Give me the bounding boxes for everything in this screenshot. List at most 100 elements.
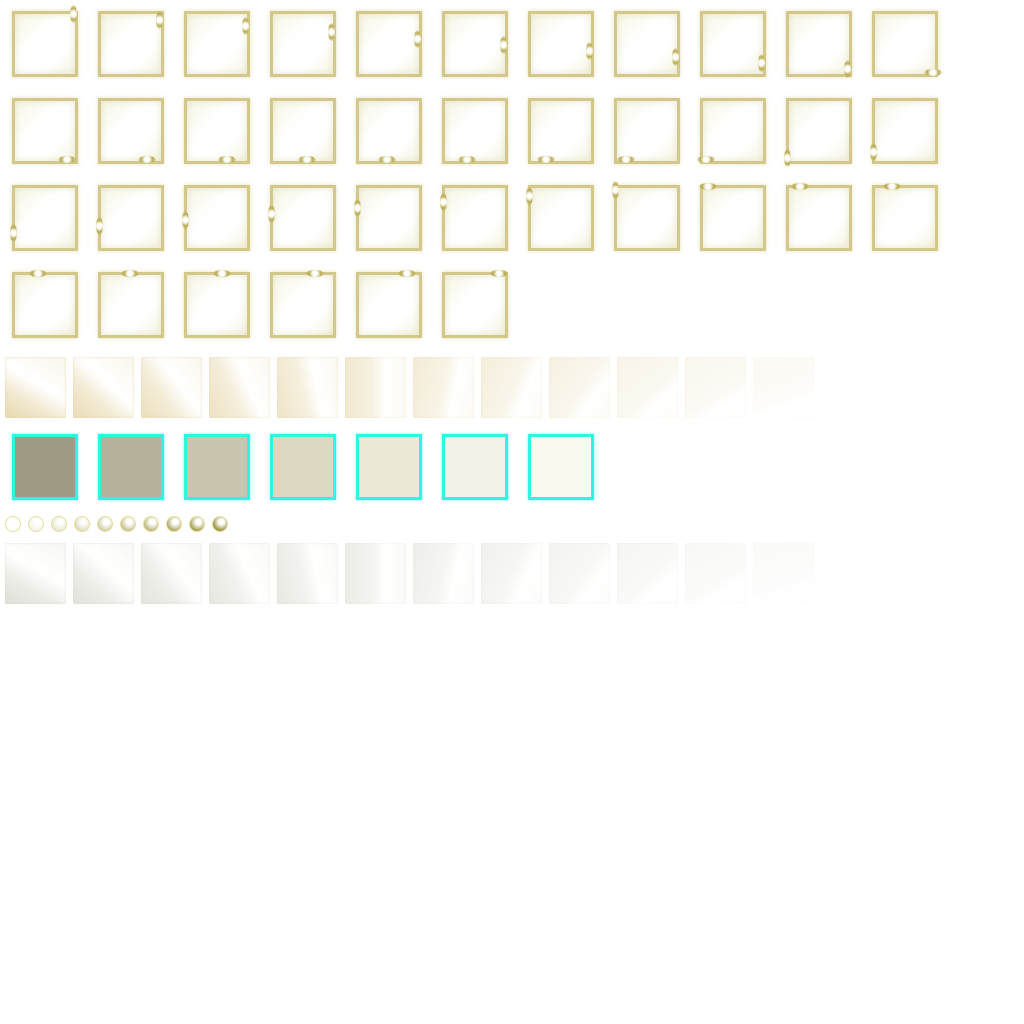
glint-frame <box>270 11 336 77</box>
glint-frame <box>356 11 422 77</box>
gray-swirl-tile <box>5 543 66 604</box>
glint-frame <box>612 180 680 251</box>
glint-sparkle <box>844 60 851 79</box>
glint-frame <box>98 270 164 338</box>
gray-swirl-tile <box>345 543 406 604</box>
glint-frame <box>354 185 422 251</box>
glint-frame <box>526 185 594 251</box>
glint-sparkle <box>537 156 556 163</box>
glint-frame <box>786 183 852 251</box>
glint-sparkle <box>586 41 593 60</box>
glint-frame <box>614 98 680 164</box>
glint-sparkle <box>354 199 361 217</box>
glint-sparkle <box>440 192 447 211</box>
glint-frame <box>440 185 508 251</box>
gray-swirl-tile <box>141 543 202 604</box>
gray-swirl-tile <box>73 543 134 604</box>
glint-sparkle <box>121 270 140 277</box>
gold-swirl-tile <box>345 357 406 418</box>
gray-swirl-tile <box>481 543 542 604</box>
glint-sparkle <box>377 156 396 163</box>
glint-sparkle <box>617 156 636 163</box>
glint-sparkle <box>213 270 232 277</box>
glint-sparkle <box>96 217 103 236</box>
glint-frame <box>784 98 852 167</box>
glint-sparkle <box>328 23 335 42</box>
gray-swirl-tile <box>753 543 814 604</box>
gold-swirl-tile <box>753 357 814 418</box>
glint-frame <box>872 183 938 251</box>
glint-sparkle <box>698 183 717 190</box>
glint-sparkle <box>268 205 275 224</box>
glint-frame <box>786 11 852 79</box>
glint-sparkle <box>414 29 421 48</box>
gray-swirl-tile <box>549 543 610 604</box>
gold-swirl-tile <box>5 357 66 418</box>
gold-swirl-tile <box>413 357 474 418</box>
glint-frame <box>697 98 766 164</box>
glint-frame <box>184 98 250 164</box>
glint-frame <box>872 11 943 77</box>
glint-sparkle <box>397 270 416 277</box>
progress-orb <box>166 516 182 532</box>
glint-frame <box>12 5 78 77</box>
glint-frame <box>698 183 766 251</box>
glint-frame <box>356 98 422 164</box>
glint-frame <box>10 185 78 251</box>
glint-sparkle <box>58 156 77 163</box>
gold-swirl-tile <box>277 357 338 418</box>
glint-sparkle <box>489 270 508 277</box>
progress-orb <box>5 516 21 532</box>
gray-swirl-tile <box>413 543 474 604</box>
selection-box <box>528 434 594 500</box>
progress-orb <box>143 516 159 532</box>
progress-orb <box>51 516 67 532</box>
glint-frame <box>700 11 766 77</box>
glint-frame <box>268 185 336 251</box>
gold-swirl-tile <box>209 357 270 418</box>
gold-swirl-tile <box>73 357 134 418</box>
glint-frame <box>870 98 938 164</box>
gray-swirl-tile <box>277 543 338 604</box>
glint-sparkle <box>784 148 791 167</box>
glint-sparkle <box>182 211 189 230</box>
gray-swirl-tile <box>209 543 270 604</box>
glint-sparkle <box>882 183 901 190</box>
glint-sparkle <box>672 48 679 67</box>
progress-orb <box>28 516 44 532</box>
glint-frame <box>442 11 508 77</box>
glint-sparkle <box>156 11 163 30</box>
glint-sparkle <box>297 156 316 163</box>
glint-sparkle <box>500 35 507 54</box>
glint-frame <box>270 98 336 164</box>
glint-sparkle <box>924 69 943 76</box>
gray-swirl-tile <box>617 543 678 604</box>
glint-sparkle <box>612 180 619 199</box>
glint-sparkle <box>790 183 809 190</box>
gold-swirl-tile <box>549 357 610 418</box>
selection-box <box>184 434 250 500</box>
glint-sparkle <box>242 17 249 36</box>
glint-frame <box>182 185 250 251</box>
glint-sparkle <box>697 156 716 163</box>
progress-orb <box>74 516 90 532</box>
glint-sparkle <box>70 5 77 23</box>
glint-sparkle <box>870 142 877 161</box>
gold-swirl-tile <box>481 357 542 418</box>
glint-sparkle <box>526 186 533 205</box>
gray-swirl-tile <box>685 543 746 604</box>
selection-box <box>442 434 508 500</box>
glint-frame <box>270 270 336 338</box>
glint-sparkle <box>138 156 157 163</box>
gold-swirl-tile <box>617 357 678 418</box>
glint-sparkle <box>29 270 48 277</box>
glint-frame <box>528 98 594 164</box>
glint-frame <box>614 11 680 77</box>
glint-sparkle <box>305 270 324 277</box>
progress-orb <box>189 516 205 532</box>
glint-frame <box>184 270 250 338</box>
selection-box <box>270 434 336 500</box>
selection-box <box>98 434 164 500</box>
glint-frame <box>442 98 508 164</box>
progress-orb <box>97 516 113 532</box>
